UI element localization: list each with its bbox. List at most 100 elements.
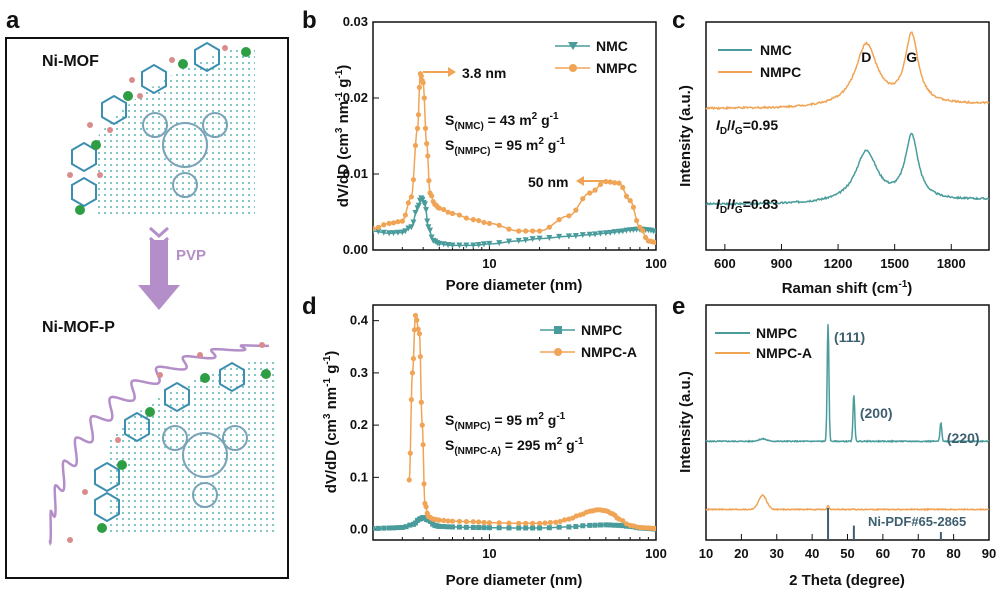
- pvp-arrow: [138, 226, 180, 310]
- pB-marker: [592, 231, 599, 238]
- pB-marker: [381, 222, 387, 228]
- panel-d: d 10 100 0.0 0.1 0.2 0.3 0.4 Pore diameter (nm…: [302, 293, 667, 589]
- pB-marker: [623, 227, 630, 234]
- pD-marker: [436, 523, 442, 529]
- pB-marker: [630, 204, 637, 210]
- ni-mof-p-chain: [94, 361, 245, 523]
- panel-e-label: e: [672, 293, 685, 320]
- panel-d-plot-frame: [372, 304, 657, 541]
- pB-marker: [546, 235, 553, 242]
- pB-marker: [441, 206, 447, 213]
- panel-b-series-nmpc: [373, 71, 656, 244]
- panel-d-legend-nmpc-a: NMPC-A: [581, 344, 637, 360]
- pB-marker: [637, 224, 643, 230]
- pB-marker: [449, 210, 456, 217]
- pB-marker: [597, 230, 604, 237]
- panel-c-legend-nmpc: NMPC: [760, 64, 801, 80]
- panel-c-xlabel: Raman shift (cm-1): [782, 279, 913, 297]
- ni-mof-chain: [71, 41, 220, 208]
- pD-marker: [553, 519, 559, 525]
- pB-marker: [415, 112, 422, 118]
- ni-mof-p-title: Ni-MOF-P: [42, 319, 115, 336]
- pB-marker: [408, 224, 415, 231]
- pB-marker: [536, 235, 543, 242]
- pB-marker: [602, 230, 609, 237]
- pD-marker: [516, 520, 522, 526]
- pD-marker: [407, 450, 413, 456]
- pB-marker: [429, 193, 435, 199]
- pE-x-tick-label: 20: [734, 546, 748, 561]
- panel-d-surface-area-nmpc-a: S(NMPC-A) = 295 m2 g-1: [445, 436, 584, 457]
- panel-c-series-nmc: [705, 132, 990, 207]
- pD-marker: [557, 518, 563, 525]
- panel-b-surface-area-nmpc: S(NMPC) = 95 m2 g-1: [445, 136, 566, 157]
- panel-e-series-nmpc: [705, 324, 990, 444]
- panel-b-peak2-label: 50 nm: [528, 174, 568, 190]
- pD-marker: [530, 525, 536, 531]
- pB-marker: [556, 233, 563, 240]
- pC-x-tick-label: 1500: [880, 256, 909, 271]
- pB-marker: [402, 228, 409, 235]
- pD-marker: [375, 525, 381, 531]
- pD-marker: [496, 525, 502, 531]
- pB-marker: [463, 215, 469, 221]
- pB-marker: [530, 228, 536, 234]
- pD-y-tick-label: 0.2: [350, 417, 368, 432]
- pB-marker: [523, 228, 529, 234]
- pB-marker: [422, 125, 429, 131]
- panel-b-peak1-label: 3.8 nm: [462, 65, 506, 81]
- pB-marker: [418, 73, 424, 79]
- pD-marker: [536, 520, 543, 526]
- pD-x-tick-label: 10: [482, 546, 496, 561]
- pB-marker: [587, 190, 593, 196]
- pB-marker: [653, 228, 656, 235]
- pB-marker: [375, 224, 381, 230]
- panel-b-peak2-arrow: [576, 176, 610, 186]
- panel-c-ticks: 600 900 1200 1500 1800: [714, 244, 966, 271]
- panel-c-series-nmpc: [705, 31, 990, 111]
- panel-e: e 10 20 30 40 50 60 70 80 90 (111) (200) (220) Ni-…: [672, 293, 996, 589]
- pD-marker: [412, 312, 419, 319]
- ni-mof-framework: [95, 50, 255, 215]
- pB-marker: [436, 240, 443, 247]
- pD-marker: [523, 520, 529, 526]
- pD-y-tick-label: 0.3: [350, 365, 368, 380]
- pD-marker: [470, 519, 476, 525]
- panel-b-markers-nmpc: [373, 71, 656, 245]
- pD-marker: [456, 518, 463, 524]
- pD-marker: [537, 525, 543, 531]
- pD-marker: [506, 525, 512, 531]
- pB-marker: [611, 229, 618, 236]
- pB-marker: [506, 226, 512, 232]
- ni-mof-title: Ni-MOF: [42, 53, 99, 70]
- pB-marker: [642, 234, 649, 241]
- ni-mof-p-atoms: [67, 342, 271, 543]
- panel-d-ticks: 10 100 0.0 0.1 0.2 0.3 0.4: [350, 313, 667, 561]
- panel-a-label: a: [6, 7, 20, 34]
- pD-marker: [403, 524, 409, 530]
- panel-b-legend-nmc: NMC: [596, 38, 628, 54]
- pD-marker: [419, 422, 425, 428]
- pB-marker: [612, 180, 618, 186]
- pE-peak-label: (220): [947, 430, 980, 446]
- pB-marker: [425, 224, 432, 231]
- panel-b-plot-frame: [372, 21, 657, 251]
- pD-marker: [407, 522, 413, 528]
- pD-y-tick-label: 0.0: [350, 522, 368, 537]
- pB-marker: [394, 229, 401, 236]
- pB-marker: [486, 220, 493, 226]
- panel-a-frame: [5, 37, 289, 579]
- pD-marker: [416, 331, 423, 337]
- pB-marker: [597, 181, 604, 188]
- pD-marker: [410, 355, 417, 362]
- panel-e-reference-lines: [827, 508, 942, 540]
- pB-marker: [414, 125, 421, 131]
- pB-marker: [428, 234, 435, 241]
- panel-e-reference-label: Ni-PDF#65-2865: [868, 514, 966, 529]
- pB-marker: [375, 228, 382, 235]
- pB-marker: [421, 95, 427, 101]
- pD-marker: [592, 522, 598, 528]
- pB-marker: [420, 80, 426, 86]
- pB-marker: [516, 228, 522, 234]
- pD-marker: [414, 317, 420, 323]
